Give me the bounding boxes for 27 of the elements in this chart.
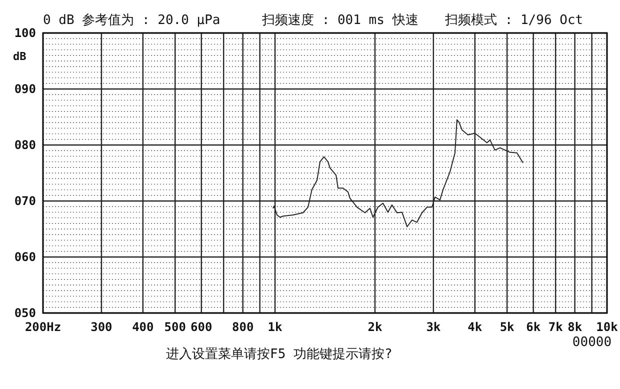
x-tick-label: 600: [190, 320, 212, 334]
x-tick-label: 8k: [568, 320, 583, 334]
x-tick-label: 3k: [426, 320, 442, 334]
y-tick-label: 070: [14, 194, 36, 208]
x-tick-label: 6k: [526, 320, 542, 334]
text: 0 dB 参考值为 : 20.0 μPa: [43, 13, 220, 28]
y-tick-label: 090: [14, 82, 36, 96]
x-tick-label: 2k: [368, 320, 383, 334]
y-tick-label: 100: [14, 26, 36, 40]
x-tick-label: 7k: [548, 320, 564, 334]
x-tick-label: 500: [164, 320, 186, 334]
x-tick-label: 800: [232, 320, 254, 334]
x-tick-label: 4k: [468, 320, 483, 334]
text: 扫频速度 : 001 ms 快速: [261, 12, 418, 28]
x-tick-label: 1k: [268, 320, 284, 334]
text: 扫频模式 : 1/96 Oct: [444, 13, 584, 28]
y-tick-label: 080: [14, 138, 36, 152]
x-tick-label: 5k: [500, 320, 516, 334]
y-axis-title: dB: [13, 50, 27, 63]
y-tick-label: 060: [14, 250, 36, 264]
text: 进入设置菜单请按F5 功能键提示请按?: [166, 347, 392, 362]
y-tick-label: 050: [14, 306, 36, 320]
x-tick-label: 10k: [596, 320, 619, 334]
x-tick-label: 400: [132, 320, 154, 334]
text: 00000: [572, 335, 612, 350]
x-tick-label: 300: [90, 320, 112, 334]
x-tick-label: 200Hz: [24, 320, 62, 334]
